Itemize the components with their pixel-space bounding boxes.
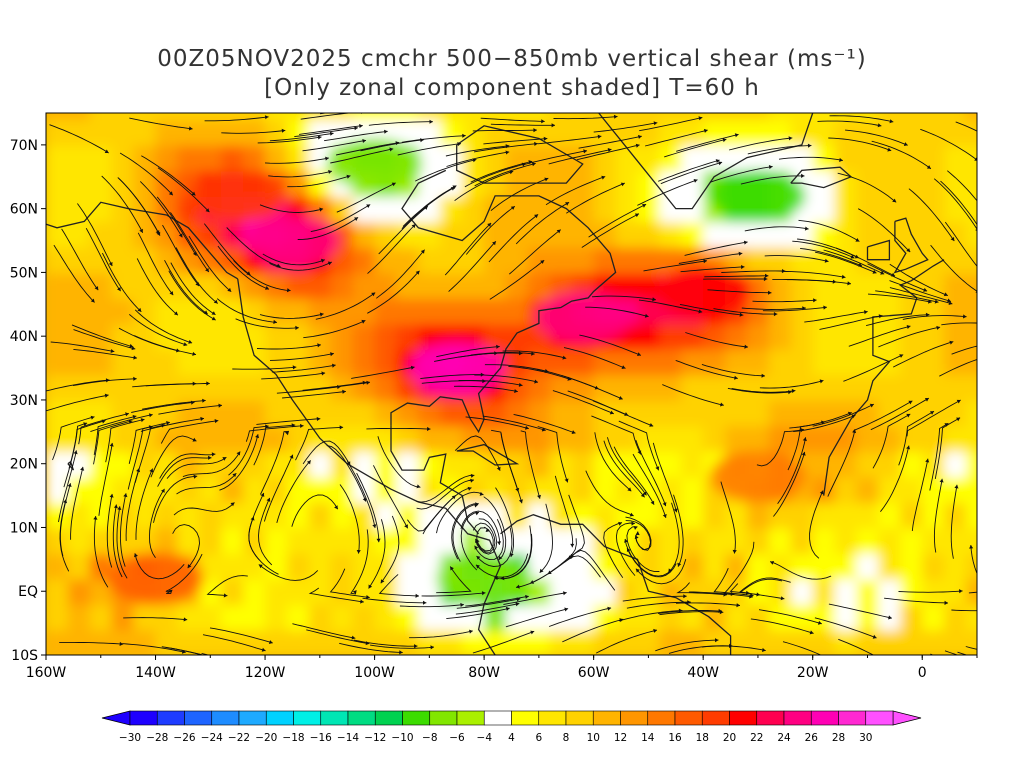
colorbar-swatch bbox=[783, 710, 812, 726]
x-tick-label: 20W bbox=[797, 665, 829, 681]
map-frame bbox=[45, 112, 978, 656]
colorbar-swatch bbox=[647, 710, 676, 726]
colorbar-swatch bbox=[592, 710, 621, 726]
shear-feature-7 bbox=[436, 552, 533, 605]
x-tick-label: 80W bbox=[468, 665, 500, 681]
shear-feature-8 bbox=[709, 169, 806, 222]
colorbar-swatch bbox=[293, 710, 322, 726]
colorbar-swatch bbox=[838, 710, 867, 726]
colorbar-label: −12 bbox=[364, 732, 386, 744]
colorbar-swatch bbox=[184, 710, 213, 726]
colorbar-label: −24 bbox=[201, 732, 223, 744]
colorbar-low-arrow bbox=[101, 710, 131, 726]
colorbar-swatch bbox=[701, 710, 730, 726]
chart-title: 00Z05NOV2025 cmchr 500−850mb vertical sh… bbox=[157, 46, 867, 72]
x-tick-label: 160W bbox=[26, 665, 67, 681]
x-tick-label: 120W bbox=[245, 665, 286, 681]
shear-feature-5 bbox=[189, 169, 286, 222]
colorbar-label: −30 bbox=[119, 732, 141, 744]
colorbar-swatch bbox=[156, 710, 185, 726]
colorbar-label: −16 bbox=[310, 732, 332, 744]
y-axis-latitude: 70N 60N 50N 40N 30N 20N 10N EQ 10S bbox=[10, 138, 46, 664]
colorbar-swatch bbox=[238, 710, 267, 726]
colorbar-swatch bbox=[538, 710, 567, 726]
colorbar-label: 26 bbox=[805, 732, 819, 744]
shear-feature-0 bbox=[244, 214, 341, 267]
colorbar-swatch bbox=[374, 710, 403, 726]
colorbar-label: 12 bbox=[614, 732, 627, 744]
colorbar-swatch bbox=[674, 710, 703, 726]
colorbar-swatch bbox=[320, 710, 349, 726]
shear-shading bbox=[46, 113, 977, 655]
colorbar-swatch bbox=[483, 710, 512, 726]
colorbar-swatch bbox=[347, 710, 376, 726]
colorbar-swatch bbox=[565, 710, 594, 726]
y-tick-label: 60N bbox=[10, 202, 38, 218]
colorbar-swatch bbox=[265, 710, 294, 726]
streamlines bbox=[46, 113, 977, 655]
colorbar-label: 20 bbox=[723, 732, 736, 744]
shear-feature-3 bbox=[655, 265, 752, 318]
colorbar-swatch bbox=[756, 710, 785, 726]
shear-feature-2 bbox=[534, 291, 631, 343]
colorbar-label: −18 bbox=[282, 732, 304, 744]
shear-feature-6 bbox=[709, 450, 806, 503]
colorbar-label: −26 bbox=[173, 732, 195, 744]
colorbar-label: −22 bbox=[228, 732, 250, 744]
colorbar-label: 24 bbox=[777, 732, 791, 744]
colorbar-label: 28 bbox=[832, 732, 845, 744]
shear-feature-9 bbox=[326, 138, 423, 190]
colorbar-label: 8 bbox=[563, 732, 570, 744]
colorbar-label: −6 bbox=[449, 732, 465, 744]
colorbar-label: −8 bbox=[422, 732, 437, 744]
chart-subtitle: [Only zonal component shaded] T=60 h bbox=[264, 75, 760, 101]
colorbar-swatch bbox=[429, 710, 458, 726]
colorbar-swatch bbox=[402, 710, 431, 726]
colorbar-swatch bbox=[129, 710, 158, 726]
colorbar-label: −4 bbox=[477, 732, 493, 744]
y-tick-label: EQ bbox=[18, 584, 38, 600]
x-tick-label: 60W bbox=[578, 665, 610, 681]
colorbar-label: 4 bbox=[508, 732, 515, 744]
y-tick-label: 70N bbox=[10, 138, 38, 154]
colorbar-swatch bbox=[810, 710, 839, 726]
colorbar-swatch bbox=[865, 710, 894, 726]
colorbar: −30 −28 −26 −24 −22 −20 −18 −16 −14 −12 −10 −8 −6 −4 4… bbox=[101, 710, 922, 744]
coastlines bbox=[46, 113, 945, 655]
y-tick-label: 50N bbox=[10, 265, 38, 281]
colorbar-swatch bbox=[211, 710, 240, 726]
colorbar-high-arrow bbox=[892, 710, 922, 726]
colorbar-swatch bbox=[511, 710, 540, 726]
colorbar-label: −28 bbox=[146, 732, 168, 744]
y-tick-label: 10S bbox=[11, 648, 38, 664]
colorbar-label: 30 bbox=[859, 732, 872, 744]
y-tick-label: 30N bbox=[10, 393, 38, 409]
colorbar-label: 14 bbox=[641, 732, 655, 744]
x-axis-longitude: 160W 140W 120W 100W 80W 60W 40W 20W 0 bbox=[26, 655, 978, 681]
x-tick-label: 0 bbox=[918, 665, 927, 681]
colorbar-label: 18 bbox=[696, 732, 709, 744]
x-tick-label: 100W bbox=[354, 665, 395, 681]
y-tick-label: 40N bbox=[10, 329, 38, 345]
y-tick-label: 10N bbox=[10, 520, 38, 536]
colorbar-label: −10 bbox=[391, 732, 413, 744]
colorbar-label: 6 bbox=[535, 732, 542, 744]
colorbar-swatch bbox=[729, 710, 758, 726]
colorbar-label: −14 bbox=[337, 732, 359, 744]
x-tick-label: 140W bbox=[135, 665, 176, 681]
colorbar-label: 22 bbox=[750, 732, 763, 744]
map-panel bbox=[46, 113, 977, 655]
colorbar-swatch bbox=[620, 710, 649, 726]
y-tick-label: 20N bbox=[10, 457, 38, 473]
colorbar-swatch bbox=[456, 710, 485, 726]
x-tick-label: 40W bbox=[687, 665, 719, 681]
colorbar-label: 16 bbox=[668, 732, 682, 744]
colorbar-label: 10 bbox=[587, 732, 600, 744]
colorbar-label: −20 bbox=[255, 732, 277, 744]
